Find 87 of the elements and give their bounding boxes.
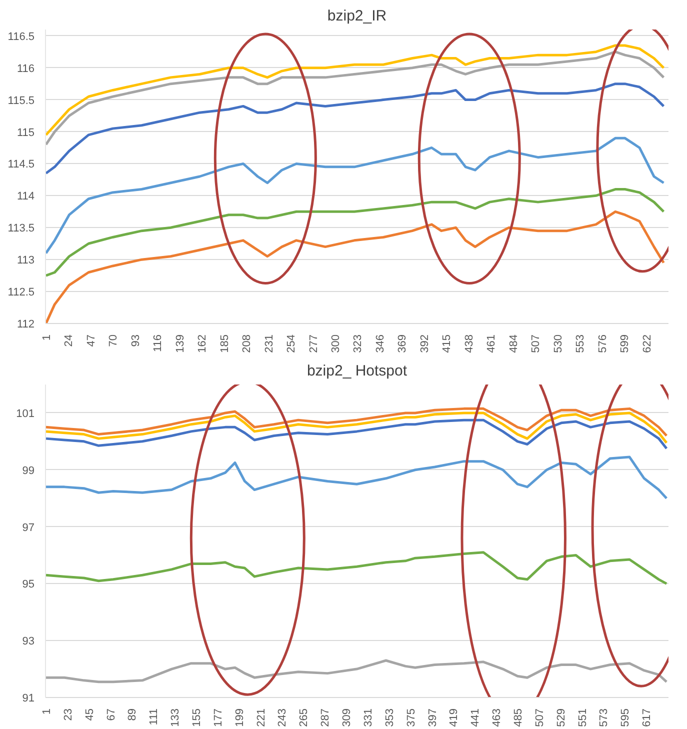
y-tick-label: 113.5 <box>8 222 35 235</box>
y-tick-label: 112.5 <box>8 286 35 299</box>
x-tick-label: 47 <box>85 334 98 347</box>
x-tick-label: 617 <box>641 708 654 727</box>
chart-title: bzip2_IR <box>327 8 387 24</box>
x-tick-label: 221 <box>255 708 268 727</box>
x-tick-label: 622 <box>641 334 654 353</box>
y-tick-label: 91 <box>22 692 35 704</box>
x-tick-label: 185 <box>218 334 231 353</box>
x-tick-label: 243 <box>276 708 289 727</box>
y-tick-label: 93 <box>22 636 35 648</box>
x-tick-label: 419 <box>448 708 460 727</box>
x-tick-label: 133 <box>170 708 182 727</box>
y-tick-label: 99 <box>22 464 35 477</box>
x-tick-label: 415 <box>441 334 454 353</box>
x-tick-label: 89 <box>126 708 139 721</box>
chart-title: bzip2_ Hotspot <box>306 362 408 380</box>
x-tick-label: 162 <box>196 334 209 353</box>
x-tick-label: 573 <box>598 708 610 727</box>
x-tick-label: 438 <box>463 334 476 353</box>
x-tick-label: 177 <box>212 708 224 727</box>
y-tick-label: 115 <box>16 126 35 139</box>
y-tick-label: 114.5 <box>8 158 35 171</box>
x-tick-label: 369 <box>396 334 409 353</box>
y-tick-label: 113 <box>16 254 35 267</box>
x-tick-label: 507 <box>530 334 542 353</box>
x-tick-label: 441 <box>470 708 482 727</box>
x-tick-label: 484 <box>508 334 520 353</box>
x-tick-label: 595 <box>620 708 632 727</box>
x-tick-label: 1 <box>40 334 53 341</box>
line-series <box>46 44 665 136</box>
line-series <box>46 136 665 254</box>
x-tick-label: 529 <box>555 708 568 727</box>
x-tick-label: 461 <box>486 334 498 353</box>
line-series <box>46 412 668 444</box>
x-tick-label: 231 <box>263 334 276 353</box>
x-tick-label: 265 <box>298 708 310 727</box>
x-tick-label: 331 <box>362 708 374 727</box>
x-tick-label: 1 <box>40 708 53 715</box>
y-tick-label: 116.5 <box>8 30 35 43</box>
x-tick-label: 599 <box>619 334 632 353</box>
y-tick-label: 97 <box>22 522 35 534</box>
x-tick-label: 553 <box>574 334 587 353</box>
x-tick-label: 111 <box>148 708 160 726</box>
y-tick-label: 116 <box>16 62 35 75</box>
line-series <box>46 456 668 500</box>
x-tick-label: 116 <box>152 334 164 352</box>
x-tick-label: 45 <box>84 708 96 721</box>
line-series <box>46 210 665 324</box>
x-tick-label: 24 <box>63 334 76 347</box>
x-tick-label: 323 <box>352 334 364 353</box>
x-tick-label: 397 <box>426 708 439 727</box>
x-tick-label: 277 <box>308 334 320 353</box>
x-tick-label: 530 <box>552 334 564 353</box>
x-tick-label: 199 <box>234 708 246 727</box>
x-tick-label: 463 <box>491 708 504 727</box>
x-tick-label: 155 <box>191 708 204 727</box>
x-tick-label: 254 <box>286 334 298 353</box>
x-tick-label: 485 <box>512 708 524 727</box>
y-tick-label: 115.5 <box>8 94 35 107</box>
line-series <box>46 551 668 585</box>
x-tick-label: 551 <box>576 708 589 727</box>
y-tick-label: 95 <box>22 578 35 591</box>
x-tick-label: 208 <box>241 334 254 353</box>
x-tick-label: 300 <box>330 334 342 353</box>
x-tick-label: 67 <box>105 708 118 721</box>
x-tick-label: 309 <box>341 708 354 727</box>
line-series <box>46 82 665 175</box>
line-series <box>46 407 668 437</box>
x-tick-label: 139 <box>174 334 186 353</box>
line-series <box>46 659 668 684</box>
y-tick-label: 101 <box>16 408 35 420</box>
line-series <box>46 188 665 277</box>
x-tick-label: 93 <box>130 334 142 347</box>
y-tick-label: 112 <box>16 318 35 330</box>
x-tick-label: 23 <box>62 708 74 721</box>
x-tick-label: 346 <box>374 334 386 353</box>
line-series <box>46 418 668 450</box>
x-tick-label: 576 <box>596 334 609 353</box>
line-series <box>46 50 665 146</box>
x-tick-label: 507 <box>534 708 546 727</box>
x-tick-label: 375 <box>405 708 418 727</box>
x-tick-label: 70 <box>108 334 120 347</box>
x-tick-label: 287 <box>320 708 332 727</box>
x-tick-label: 353 <box>384 708 396 727</box>
x-tick-label: 392 <box>418 334 431 353</box>
y-tick-label: 114 <box>16 190 35 203</box>
